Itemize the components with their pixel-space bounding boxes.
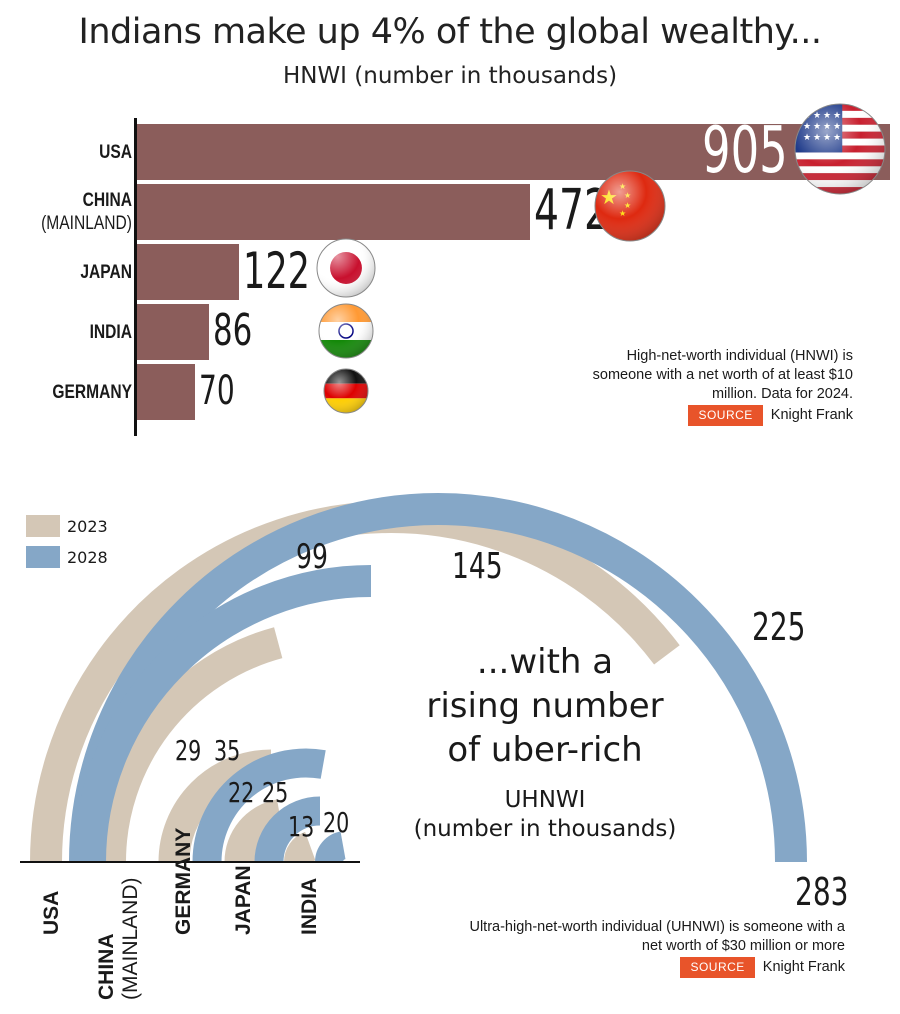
source-badge: SOURCE xyxy=(688,405,763,426)
legend-swatch-2023 xyxy=(26,515,60,537)
uhnwi-category-line: USA xyxy=(40,890,63,935)
uhnwi-category-label: USA xyxy=(40,891,64,935)
hnwi-value-label: 122 xyxy=(243,242,310,300)
uhnwi-arc-2023 xyxy=(283,831,317,864)
uhnwi-heading-line: of uber-rich xyxy=(447,730,643,770)
uhnwi-note-line: net worth of $30 million or more xyxy=(641,938,845,954)
uhnwi-category-label: INDIA xyxy=(298,878,322,935)
legend-swatch-2028 xyxy=(26,546,60,568)
hnwi-category-label: CHINA (MAINLAND) xyxy=(25,189,132,235)
uhnwi-category-label: GERMANY xyxy=(172,828,196,935)
hnwi-note: High-net-worth individual (HNWI) is some… xyxy=(473,347,853,426)
hnwi-category-label: GERMANY xyxy=(25,381,132,404)
uhnwi-value-label-2023: 225 xyxy=(752,606,805,650)
hnwi-category-line: INDIA xyxy=(89,321,132,343)
legend-label-2028: 2028 xyxy=(67,548,108,567)
hnwi-bar xyxy=(137,124,890,180)
japan-flag-icon xyxy=(316,238,376,298)
usa-flag-icon: ★★★★★★★★★★★★ xyxy=(794,103,886,195)
hnwi-value-label: 905 xyxy=(702,113,788,188)
legend-label-2023: 2023 xyxy=(67,517,108,536)
uhnwi-heading-line: rising number xyxy=(426,686,664,726)
hnwi-category-label: JAPAN xyxy=(25,261,132,284)
uhnwi-arc-2028 xyxy=(192,748,326,863)
uhnwi-value-label-2028: 145 xyxy=(452,544,503,587)
uhnwi-category-line: INDIA xyxy=(298,877,321,935)
hnwi-category-line: (MAINLAND) xyxy=(41,213,133,234)
uhnwi-subtitle-line: UHNWI xyxy=(504,787,586,813)
hnwi-bar xyxy=(137,244,239,300)
hnwi-bar xyxy=(137,364,195,420)
uhnwi-category-line: CHINA xyxy=(95,933,118,1001)
hnwi-flags: ★★★★★★★★★★★★ ★ ★ ★ ★ ★ xyxy=(316,103,886,414)
uhnwi-value-label-2023: 13 xyxy=(288,811,314,844)
hnwi-category-line: GERMANY xyxy=(52,381,133,403)
uhnwi-subtitle-line: (number in thousands) xyxy=(413,816,677,842)
source-name: Knight Frank xyxy=(770,407,853,423)
hnwi-category-line: CHINA xyxy=(82,190,132,211)
uhnwi-subtitle: UHNWI (number in thousands) xyxy=(395,786,695,844)
uhnwi-category-line: GERMANY xyxy=(172,827,195,935)
source-badge: SOURCE xyxy=(680,957,755,978)
uhnwi-heading-line: ...with a xyxy=(476,642,614,682)
hnwi-note-line: someone with a net worth of at least $10 xyxy=(592,367,853,383)
uhnwi-arc-2023 xyxy=(94,627,283,863)
uhnwi-category-line: (MAINLAND) xyxy=(119,877,142,1000)
uhnwi-note-line: Ultra-high-net-worth individual (UHNWI) … xyxy=(469,919,845,935)
uhnwi-category-label: CHINA (MAINLAND) xyxy=(95,877,143,1000)
uhnwi-value-label-2028: 35 xyxy=(214,735,240,768)
uhnwi-value-label-2028: 20 xyxy=(323,807,349,840)
hnwi-note-line: million. Data for 2024. xyxy=(711,386,853,402)
uhnwi-arc-2028 xyxy=(315,831,347,864)
uhnwi-note: Ultra-high-net-worth individual (UHNWI) … xyxy=(325,918,845,978)
uhnwi-arc-2023 xyxy=(224,799,284,863)
hnwi-bar xyxy=(137,184,530,240)
source-name: Knight Frank xyxy=(762,959,845,975)
uhnwi-value-label-2028: 25 xyxy=(262,777,288,810)
uhnwi-value-label-2023: 99 xyxy=(296,537,328,576)
uhnwi-category-label: JAPAN xyxy=(232,865,256,935)
hnwi-category-line: JAPAN xyxy=(80,261,132,283)
uhnwi-arc-2028 xyxy=(74,565,372,863)
uhnwi-value-label-2023: 22 xyxy=(228,777,254,810)
uhnwi-arc-2028 xyxy=(254,796,321,863)
hnwi-bar xyxy=(137,304,209,360)
hnwi-category-label: INDIA xyxy=(25,321,132,344)
china-flag-icon: ★ ★ ★ ★ ★ xyxy=(594,170,666,242)
hnwi-axis-line xyxy=(134,118,137,436)
hnwi-category-label: USA xyxy=(25,141,132,164)
hnwi-value-label: 70 xyxy=(199,368,235,415)
uhnwi-value-label-2023: 29 xyxy=(175,735,201,768)
uhnwi-heading: ...with a rising number of uber-rich xyxy=(395,640,695,772)
uhnwi-category-line: JAPAN xyxy=(232,865,255,935)
india-flag-icon xyxy=(318,303,374,359)
hnwi-note-line: High-net-worth individual (HNWI) is xyxy=(626,348,853,364)
hnwi-subtitle: HNWI (number in thousands) xyxy=(282,63,618,89)
uhnwi-value-label-2028: 283 xyxy=(795,871,848,915)
hnwi-value-label: 86 xyxy=(213,305,253,357)
germany-flag-icon xyxy=(323,368,369,414)
hnwi-category-line: USA xyxy=(99,141,132,163)
main-title: Indians make up 4% of the global wealthy… xyxy=(78,12,822,52)
